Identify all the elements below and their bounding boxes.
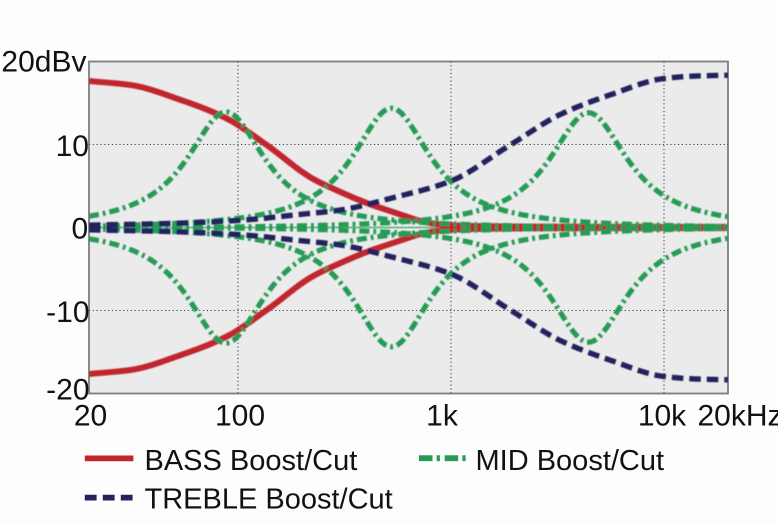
svg-text:20dBv: 20dBv [1,46,86,79]
svg-text:BASS Boost/Cut: BASS Boost/Cut [145,445,358,477]
svg-text:MID Boost/Cut: MID Boost/Cut [476,445,665,477]
svg-text:10: 10 [56,130,89,163]
svg-text:10k: 10k [638,400,687,433]
svg-text:-10: -10 [46,296,89,329]
svg-text:0: 0 [72,212,89,245]
svg-text:20: 20 [74,400,107,433]
svg-text:20kHz: 20kHz [698,400,778,433]
svg-text:1k: 1k [426,400,459,433]
svg-text:100: 100 [215,400,265,433]
svg-text:TREBLE Boost/Cut: TREBLE Boost/Cut [145,484,393,516]
